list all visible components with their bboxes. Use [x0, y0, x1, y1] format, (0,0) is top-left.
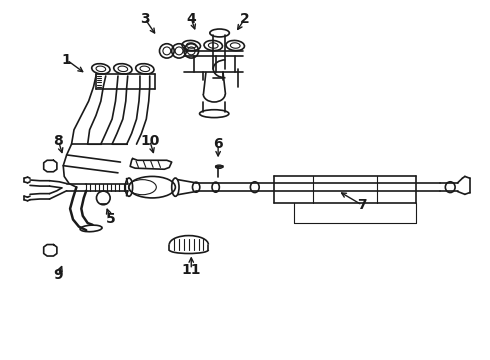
Text: 7: 7 — [357, 198, 367, 212]
Text: 10: 10 — [140, 134, 159, 148]
Text: 1: 1 — [62, 53, 72, 67]
Text: 6: 6 — [213, 137, 223, 151]
Text: 3: 3 — [140, 12, 149, 26]
Text: 9: 9 — [53, 268, 63, 282]
Text: 11: 11 — [181, 263, 201, 276]
Text: 8: 8 — [53, 134, 63, 148]
Text: 4: 4 — [186, 12, 196, 26]
Text: 2: 2 — [240, 12, 250, 26]
Text: 5: 5 — [106, 212, 116, 226]
